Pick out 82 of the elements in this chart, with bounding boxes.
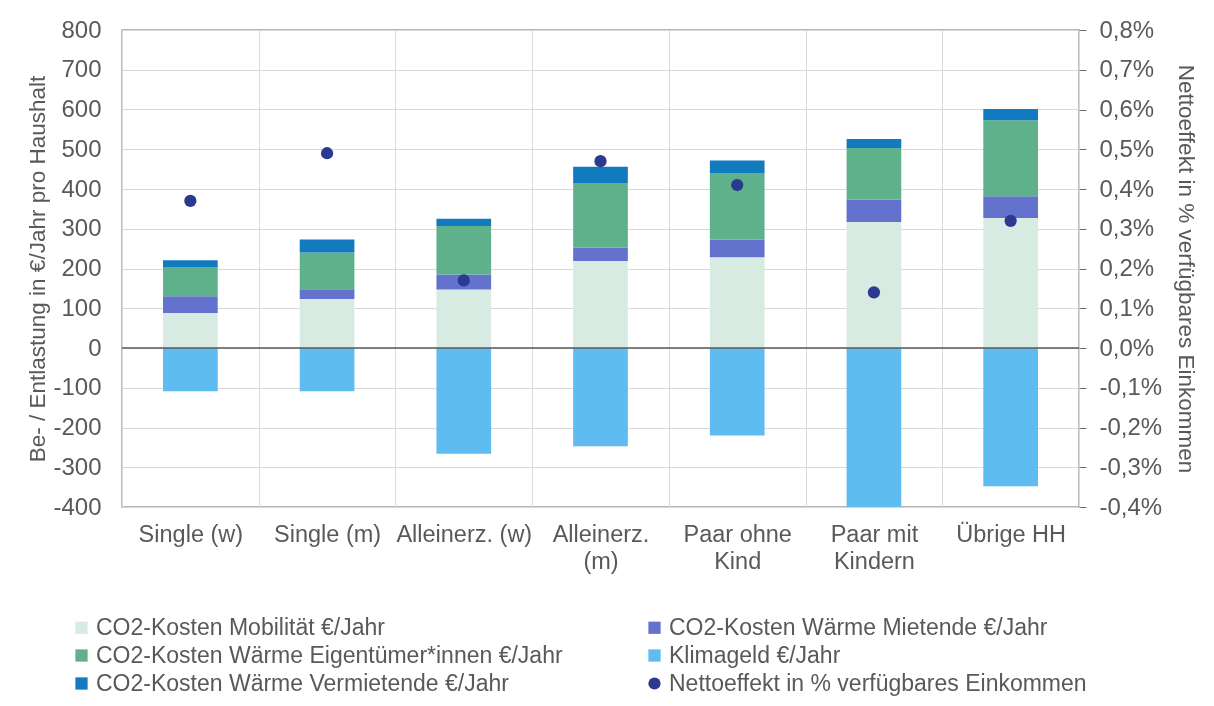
legend-label: CO2-Kosten Mobilität €/Jahr [96, 613, 386, 640]
x-tick-label: Übrige HH [956, 520, 1066, 547]
x-tick-label: Single (m) [274, 520, 382, 547]
legend-label: Klimageld €/Jahr [669, 641, 841, 668]
point [731, 178, 744, 192]
y-axis-title: Be- / Entlastung in €/Jahr pro Haushalt [25, 75, 51, 463]
point [457, 274, 470, 287]
y-tick-label: 300 [61, 214, 102, 242]
bar [983, 218, 1038, 348]
bar [163, 313, 218, 348]
y2-tick-label: -0,2% [1099, 413, 1163, 440]
bar [709, 257, 765, 348]
bar [709, 348, 765, 436]
bar [436, 218, 492, 226]
y-tick-label: -200 [53, 413, 102, 440]
y2-tick-label: 0,8% [1099, 15, 1155, 43]
bar [709, 173, 765, 240]
bar [846, 148, 902, 200]
bar [573, 183, 628, 248]
bar [163, 348, 218, 392]
y-tick-label: 500 [61, 134, 102, 162]
y2-tick-label: -0,1% [1099, 373, 1163, 401]
y2-tick-label: 0,3% [1099, 214, 1155, 242]
y2-tick-label: 0,4% [1099, 174, 1155, 202]
bar [983, 348, 1038, 487]
legend-label: Nettoeffekt in % verfügbares Einkommen [669, 669, 1087, 696]
y2-tick-label: 0,6% [1099, 95, 1155, 122]
bar [299, 299, 355, 348]
y-tick-label: 0 [88, 333, 102, 361]
y2-tick-label: 0,7% [1099, 55, 1155, 83]
y-tick-label: -300 [53, 452, 102, 480]
bar [163, 296, 218, 314]
x-tick-label: Alleinerz. (w) [396, 520, 533, 547]
y2-tick-label: 0,2% [1099, 254, 1155, 281]
point [867, 286, 881, 299]
point [1004, 214, 1017, 227]
bar [983, 120, 1038, 197]
bar [573, 166, 628, 184]
bar [163, 260, 218, 267]
y-tick-label: -400 [53, 492, 102, 520]
bar [846, 221, 902, 348]
y2-tick-label: 0,5% [1099, 134, 1155, 162]
legend-label: CO2-Kosten Wärme Mietende €/Jahr [669, 613, 1048, 640]
point [594, 155, 607, 168]
bar [436, 289, 492, 348]
x-tick-label: Paar mit Kindern [830, 520, 919, 574]
y-tick-label: 700 [61, 55, 102, 83]
y-tick-label: 400 [61, 174, 102, 202]
y2-tick-label: 0,1% [1099, 293, 1155, 321]
bar [163, 266, 218, 297]
bar [299, 239, 355, 253]
legend-label: CO2-Kosten Wärme Eigentümer*innen €/Jahr [96, 641, 563, 668]
legend-label: CO2-Kosten Wärme Vermietende €/Jahr [96, 669, 510, 696]
bar [709, 160, 765, 174]
y-tick-label: 800 [61, 15, 102, 43]
point [184, 194, 197, 208]
y-tick-label: 100 [61, 293, 102, 321]
bar [983, 196, 1038, 219]
y-tick-label: 600 [61, 95, 102, 122]
y2-axis-title: Nettoeffekt in % verfügbares Einkommen [1174, 64, 1200, 474]
bar [573, 247, 628, 261]
x-tick-label: Alleinerz. (m) [552, 520, 650, 574]
bar [846, 199, 902, 222]
bar [983, 109, 1038, 121]
bar [436, 348, 492, 454]
bar [299, 348, 355, 392]
y2-tick-label: -0,4% [1099, 492, 1163, 520]
point [320, 147, 334, 160]
bar [299, 252, 355, 290]
bar [573, 348, 628, 447]
bar [436, 225, 492, 275]
x-tick-label: Paar ohne Kind [683, 520, 792, 574]
bar [299, 289, 355, 300]
bar [709, 239, 765, 258]
bar [846, 348, 902, 507]
bar [573, 260, 628, 348]
y-tick-label: -100 [53, 373, 102, 401]
y2-tick-label: -0,3% [1099, 452, 1163, 480]
y2-tick-label: 0,0% [1099, 333, 1155, 361]
bar [846, 138, 902, 149]
y-tick-label: 200 [61, 254, 102, 281]
x-tick-label: Single (w) [138, 520, 244, 547]
